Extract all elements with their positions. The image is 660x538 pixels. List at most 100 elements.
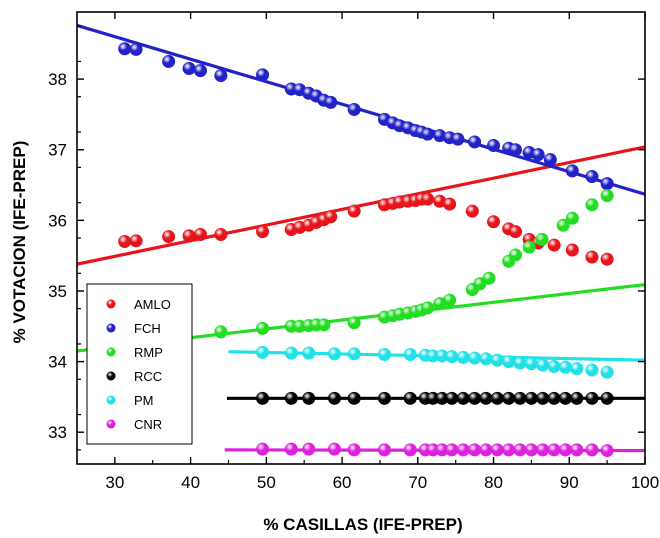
point-amlo — [508, 225, 522, 239]
point-rmp — [522, 240, 536, 254]
point-fch — [451, 132, 465, 146]
point-amlo — [118, 235, 132, 249]
legend-label-pm: PM — [134, 393, 154, 408]
data-points — [118, 42, 614, 458]
legend-box — [86, 283, 193, 445]
x-tick-label: 30 — [105, 473, 124, 492]
point-pm — [468, 351, 482, 365]
point-amlo — [347, 204, 361, 218]
point-rcc — [513, 391, 527, 405]
point-fch — [214, 69, 228, 83]
fit-line-fch — [77, 23, 645, 196]
point-cnr — [513, 443, 527, 457]
point-fch — [565, 164, 579, 178]
point-cnr — [600, 444, 614, 458]
point-rmp — [421, 301, 435, 315]
point-rcc — [256, 391, 270, 405]
point-rmp — [565, 211, 579, 225]
point-amlo — [182, 229, 196, 243]
point-amlo — [256, 225, 270, 239]
point-cnr — [284, 442, 298, 456]
point-fch — [324, 95, 338, 109]
point-cnr — [456, 443, 470, 457]
point-cnr — [490, 443, 504, 457]
y-tick-label: 36 — [48, 211, 67, 230]
point-pm — [479, 352, 493, 366]
point-rcc — [558, 391, 572, 405]
point-pm — [547, 360, 561, 374]
point-pm — [256, 345, 270, 359]
point-fch — [543, 153, 557, 167]
point-cnr — [479, 443, 493, 457]
point-fch — [162, 54, 176, 68]
point-rmp — [256, 321, 270, 335]
y-tick-label: 37 — [48, 141, 67, 160]
point-rcc — [502, 391, 516, 405]
point-cnr — [256, 442, 270, 456]
point-cnr — [558, 443, 572, 457]
point-rcc — [456, 391, 470, 405]
point-fch — [182, 61, 196, 75]
x-tick-label: 70 — [408, 473, 427, 492]
point-cnr — [302, 442, 316, 456]
legend-marker-pm — [106, 395, 116, 405]
x-tick-label: 60 — [333, 473, 352, 492]
point-rmp — [443, 293, 457, 307]
point-amlo — [585, 250, 599, 264]
point-fch — [600, 177, 614, 191]
point-cnr — [547, 443, 561, 457]
point-pm — [536, 358, 550, 372]
point-pm — [570, 362, 584, 376]
point-pm — [377, 348, 391, 362]
point-rmp — [585, 198, 599, 212]
y-tick-label: 33 — [48, 423, 67, 442]
point-pm — [600, 365, 614, 379]
legend-label-fch: FCH — [134, 321, 161, 336]
point-fch — [468, 135, 482, 149]
legend: AMLO FCH RMP RCC PM CNR — [86, 283, 193, 445]
legend-marker-rcc — [106, 371, 116, 381]
legend-label-amlo: AMLO — [134, 297, 171, 312]
point-rcc — [490, 391, 504, 405]
point-rmp — [556, 218, 570, 232]
x-tick-label: 90 — [560, 473, 579, 492]
point-amlo — [193, 227, 207, 241]
point-rcc — [479, 391, 493, 405]
point-amlo — [214, 227, 228, 241]
point-fch — [256, 68, 270, 82]
point-amlo — [565, 243, 579, 257]
point-pm — [585, 363, 599, 377]
y-tick-label: 34 — [48, 353, 67, 372]
y-tick-label: 38 — [48, 70, 67, 89]
point-amlo — [465, 204, 479, 218]
point-rmp — [482, 271, 496, 285]
point-pm — [284, 346, 298, 360]
legend-label-rmp: RMP — [134, 345, 163, 360]
point-pm — [403, 348, 417, 362]
point-cnr — [377, 443, 391, 457]
point-rmp — [508, 248, 522, 262]
point-fch — [585, 170, 599, 184]
x-tick-label: 40 — [181, 473, 200, 492]
point-cnr — [585, 443, 599, 457]
x-axis-title: % CASILLAS (IFE-PREP) — [263, 515, 462, 534]
point-amlo — [162, 230, 176, 244]
point-rcc — [524, 391, 538, 405]
legend-label-cnr: CNR — [134, 417, 162, 432]
point-rmp — [347, 316, 361, 330]
point-pm — [347, 347, 361, 361]
point-fch — [347, 102, 361, 116]
x-tick-label: 100 — [631, 473, 659, 492]
point-rmp — [214, 325, 228, 339]
point-cnr — [524, 443, 538, 457]
x-tick-label: 80 — [484, 473, 503, 492]
legend-marker-amlo — [106, 299, 116, 309]
point-pm — [558, 360, 572, 374]
point-cnr — [536, 443, 550, 457]
point-rcc — [445, 391, 459, 405]
point-rcc — [327, 391, 341, 405]
axis-ticks: 30 40 50 60 70 80 90 100 33 34 35 36 37 38 — [48, 12, 659, 492]
point-rcc — [377, 391, 391, 405]
point-rmp — [317, 318, 331, 332]
legend-marker-rmp — [106, 347, 116, 357]
